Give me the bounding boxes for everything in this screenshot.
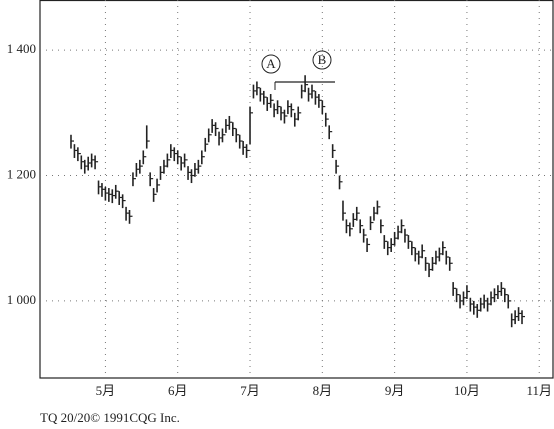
footer: TQ 20/20© 1991CQG Inc. (40, 410, 180, 425)
x-tick-label: 11月 (526, 383, 552, 398)
annotation: B (318, 52, 327, 67)
y-tick-label: 1 400 (7, 41, 36, 56)
x-tick-label: 7月 (240, 383, 260, 398)
y-tick-label: 1 200 (7, 167, 36, 182)
annotation-circle (261, 54, 281, 74)
annotation: A (266, 56, 276, 71)
x-tick-label: 8月 (313, 383, 333, 398)
x-tick-label: 10月 (454, 383, 480, 398)
y-tick-label: 1 000 (7, 292, 36, 307)
x-tick-label: 5月 (96, 383, 116, 398)
x-tick-label: 9月 (385, 383, 405, 398)
plot-frame (39, 0, 554, 379)
x-tick-label: 6月 (168, 383, 188, 398)
